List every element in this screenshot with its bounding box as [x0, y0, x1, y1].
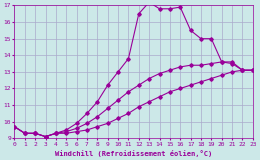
- X-axis label: Windchill (Refroidissement éolien,°C): Windchill (Refroidissement éolien,°C): [55, 150, 212, 156]
